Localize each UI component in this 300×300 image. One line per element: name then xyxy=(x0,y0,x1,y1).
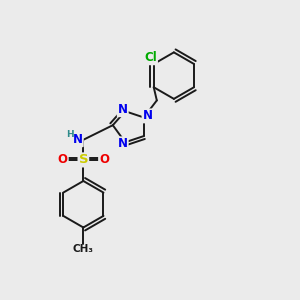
Text: N: N xyxy=(142,110,152,122)
Text: S: S xyxy=(79,153,88,167)
Text: Cl: Cl xyxy=(144,51,157,64)
Text: H: H xyxy=(67,130,74,139)
Text: CH₃: CH₃ xyxy=(73,244,94,254)
Text: O: O xyxy=(99,153,109,167)
Text: N: N xyxy=(73,133,83,146)
Text: O: O xyxy=(58,153,68,167)
Text: N: N xyxy=(118,137,128,150)
Text: N: N xyxy=(118,103,128,116)
